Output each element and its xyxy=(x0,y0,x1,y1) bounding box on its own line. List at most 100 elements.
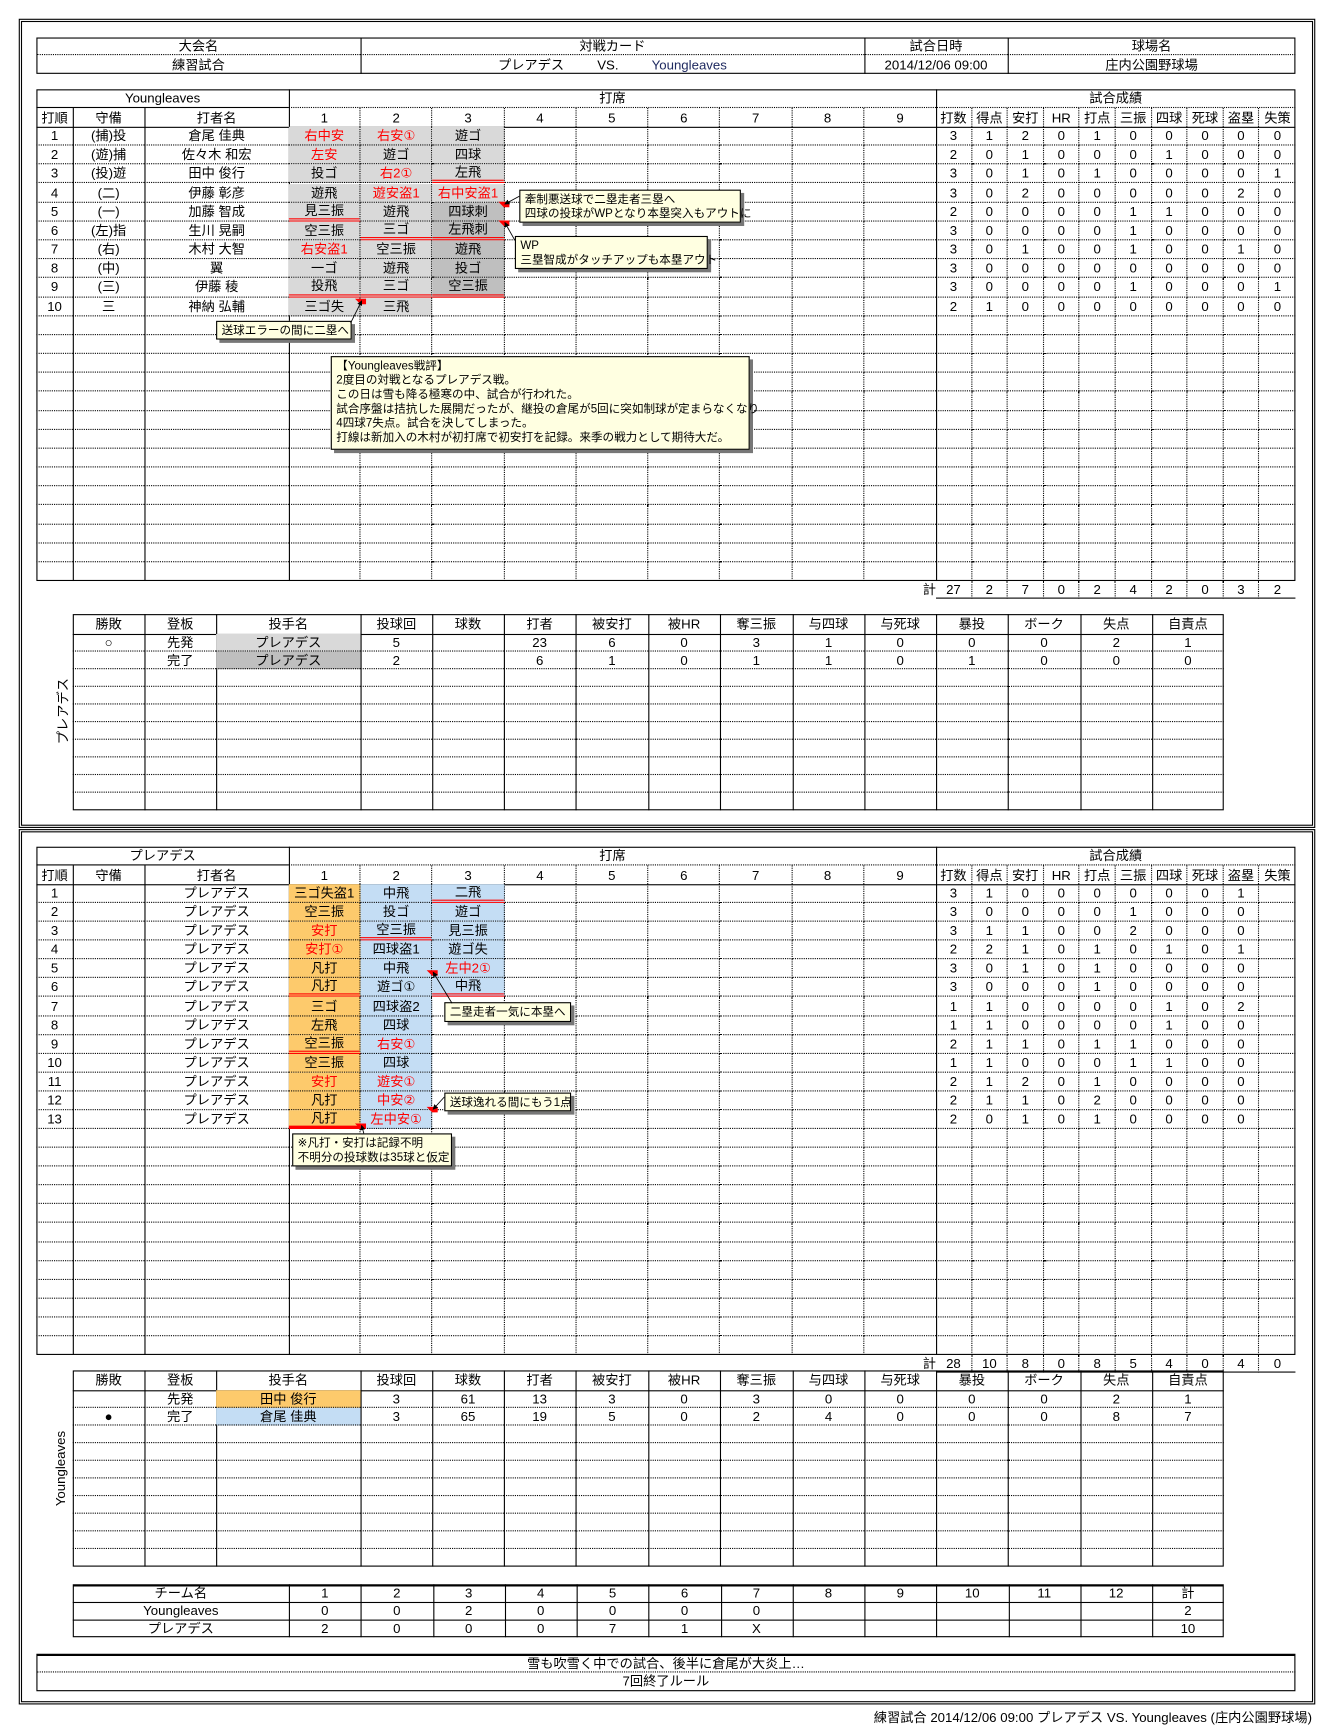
pitch-stat xyxy=(719,757,793,776)
stat-value: 0 xyxy=(1187,164,1224,184)
game-stats-header: 試合成績 xyxy=(936,847,1296,866)
at-bat-result xyxy=(792,1279,865,1299)
stat-value xyxy=(1223,1260,1260,1280)
pitch-stat xyxy=(575,775,649,793)
pitch-stat: 1 xyxy=(936,652,1008,670)
at-bat-result xyxy=(792,391,865,411)
batter-name: 佐々木 和宏 xyxy=(144,146,289,165)
stat-value xyxy=(1115,372,1152,392)
stat-value: 0 xyxy=(1079,1016,1116,1035)
stat-value xyxy=(1007,1241,1044,1261)
stat-value xyxy=(1151,1223,1188,1242)
pitch-stat xyxy=(936,775,1008,793)
at-bat-result xyxy=(792,297,865,317)
scoreboard-inning: 2 xyxy=(393,1585,401,1601)
at-bat-result xyxy=(432,486,505,506)
scoreboard-team-name: プレアデス xyxy=(147,1620,214,1637)
batter-name: 倉尾 佳典 xyxy=(144,127,289,146)
at-bat-result xyxy=(792,221,865,241)
at-bat-result xyxy=(648,1166,721,1186)
stat-value: 0 xyxy=(1187,903,1224,922)
batting-order xyxy=(36,373,73,392)
stat-value xyxy=(1223,429,1260,449)
scoreboard-inning: 10 xyxy=(964,1585,980,1601)
at-bat-result: 凡打 xyxy=(288,959,361,979)
stat-value xyxy=(1151,1298,1188,1318)
note-line: 打線は新加入の木村が初打席で初安打を記録。来季の戦力として期待大だ。 xyxy=(336,431,730,445)
at-bat-result xyxy=(720,259,793,279)
decision-mark xyxy=(72,722,145,740)
at-bat-result xyxy=(864,449,936,468)
stat-value: 0 xyxy=(1151,921,1188,941)
pitch-stat xyxy=(936,1496,1008,1514)
stat-value: 0 xyxy=(1151,297,1188,317)
at-bat-result xyxy=(720,1053,793,1073)
fielding-position xyxy=(72,543,145,563)
at-bat-result: 空三振 xyxy=(288,221,361,241)
inning-header: 2 xyxy=(361,108,433,127)
total-value: 0 xyxy=(1188,1354,1224,1373)
stat-value: 0 xyxy=(1223,202,1260,222)
pitch-stat xyxy=(1080,775,1153,793)
pitch-stat xyxy=(792,1514,865,1532)
at-bat-result xyxy=(432,1110,505,1129)
inning-score xyxy=(1008,1602,1080,1620)
at-bat-result xyxy=(648,921,721,941)
pitch-header: 投球回 xyxy=(376,616,417,632)
at-bat-result xyxy=(720,1204,793,1224)
pitch-stat: 0 xyxy=(792,1390,865,1408)
note-line: 二塁走者一気に本塁へ xyxy=(449,1005,566,1019)
inning-header: 7 xyxy=(720,865,793,885)
pitcher-name xyxy=(216,1461,361,1479)
order-header: 打順 xyxy=(41,109,68,126)
divider xyxy=(1008,1584,1010,1638)
stat-value xyxy=(936,1185,972,1205)
at-bat-result xyxy=(792,978,865,998)
at-bat-result: 四球盗1 xyxy=(360,940,433,960)
at-bat-result xyxy=(648,486,721,506)
at-bat-result: 四球盗2 xyxy=(360,997,433,1017)
pitch-stat xyxy=(864,1531,937,1550)
pitch-stat xyxy=(1152,1461,1224,1479)
divider xyxy=(72,633,1224,636)
total-value: 8 xyxy=(1080,1354,1116,1373)
at-bat-result xyxy=(720,353,793,373)
stat-value xyxy=(936,1128,972,1148)
divider xyxy=(936,1584,938,1638)
stat-value xyxy=(936,372,972,392)
stat-value xyxy=(1187,543,1224,563)
stat-value: 0 xyxy=(1115,1110,1152,1129)
at-bat-result xyxy=(432,1241,505,1261)
stat-value: 0 xyxy=(1187,1110,1224,1129)
stat-value: 0 xyxy=(1115,1091,1152,1111)
stat-value: 2 xyxy=(936,1110,972,1129)
at-bat-result xyxy=(720,1110,793,1129)
at-bat-result xyxy=(792,1260,865,1280)
stat-value xyxy=(1223,1317,1260,1337)
pitch-stat xyxy=(648,1496,720,1514)
pitcher-role xyxy=(144,669,217,687)
at-bat-result xyxy=(576,467,649,487)
pitch-stat: 7 xyxy=(1152,1408,1224,1426)
stat-value: 0 xyxy=(1187,278,1224,298)
at-bat-result xyxy=(864,1242,936,1261)
stat-value xyxy=(1151,543,1188,563)
pitch-stat xyxy=(432,687,504,705)
at-bat-result xyxy=(433,562,505,582)
pitch-stat: 13 xyxy=(503,1390,576,1408)
comment-note: WP 三塁智成がタッチアップも本塁アウト xyxy=(514,235,717,270)
at-bat-result xyxy=(648,1110,721,1129)
at-bat-result xyxy=(648,1241,721,1261)
at-bat-result: 右安盗1 xyxy=(288,240,361,260)
at-bat-result xyxy=(504,1053,577,1073)
stat-value: 1 xyxy=(971,1034,1008,1054)
stat-value xyxy=(936,1336,972,1355)
inning-score xyxy=(792,1602,864,1620)
stat-value xyxy=(936,335,972,354)
pitch-header: 与四球 xyxy=(808,1372,849,1389)
at-bat-result xyxy=(648,335,721,354)
stat-value: 2 xyxy=(1007,126,1044,146)
stat-value xyxy=(1115,543,1152,563)
batting-order xyxy=(36,316,73,335)
stat-value xyxy=(1007,316,1044,335)
